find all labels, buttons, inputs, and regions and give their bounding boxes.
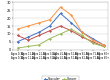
Infection [28,40,29,41]
Vascular [28,37,29,38]
Infection [103,46,104,47]
Vascular [17,41,18,42]
Other [81,32,83,33]
Cancer [28,46,29,47]
Vascular [60,13,61,14]
Infection [17,35,18,36]
Other [103,44,104,45]
Cancer [38,44,40,45]
Other [60,7,61,8]
Vascular [103,44,104,45]
Infection [49,30,50,31]
Cancer [60,33,61,34]
Other [38,22,40,23]
Infection [92,41,93,42]
Cancer [103,46,104,47]
Other [49,19,50,20]
Infection [71,30,72,31]
Other [71,14,72,15]
Vascular [92,38,93,39]
Infection [38,35,40,36]
Cancer [49,38,50,39]
Line: Cancer: Cancer [16,28,104,49]
Cancer [71,29,72,30]
Vascular [81,32,83,33]
Line: Vascular: Vascular [16,12,104,46]
Infection [81,37,83,38]
Legend: Vascular, Infection, Cancer, Other: Vascular, Infection, Cancer, Other [42,76,79,80]
Line: Infection: Infection [16,25,104,48]
Vascular [71,22,72,23]
Cancer [92,43,93,44]
Vascular [38,32,40,33]
Other [17,29,18,30]
Cancer [81,35,83,36]
Line: Other: Other [16,6,104,46]
Other [92,40,93,41]
